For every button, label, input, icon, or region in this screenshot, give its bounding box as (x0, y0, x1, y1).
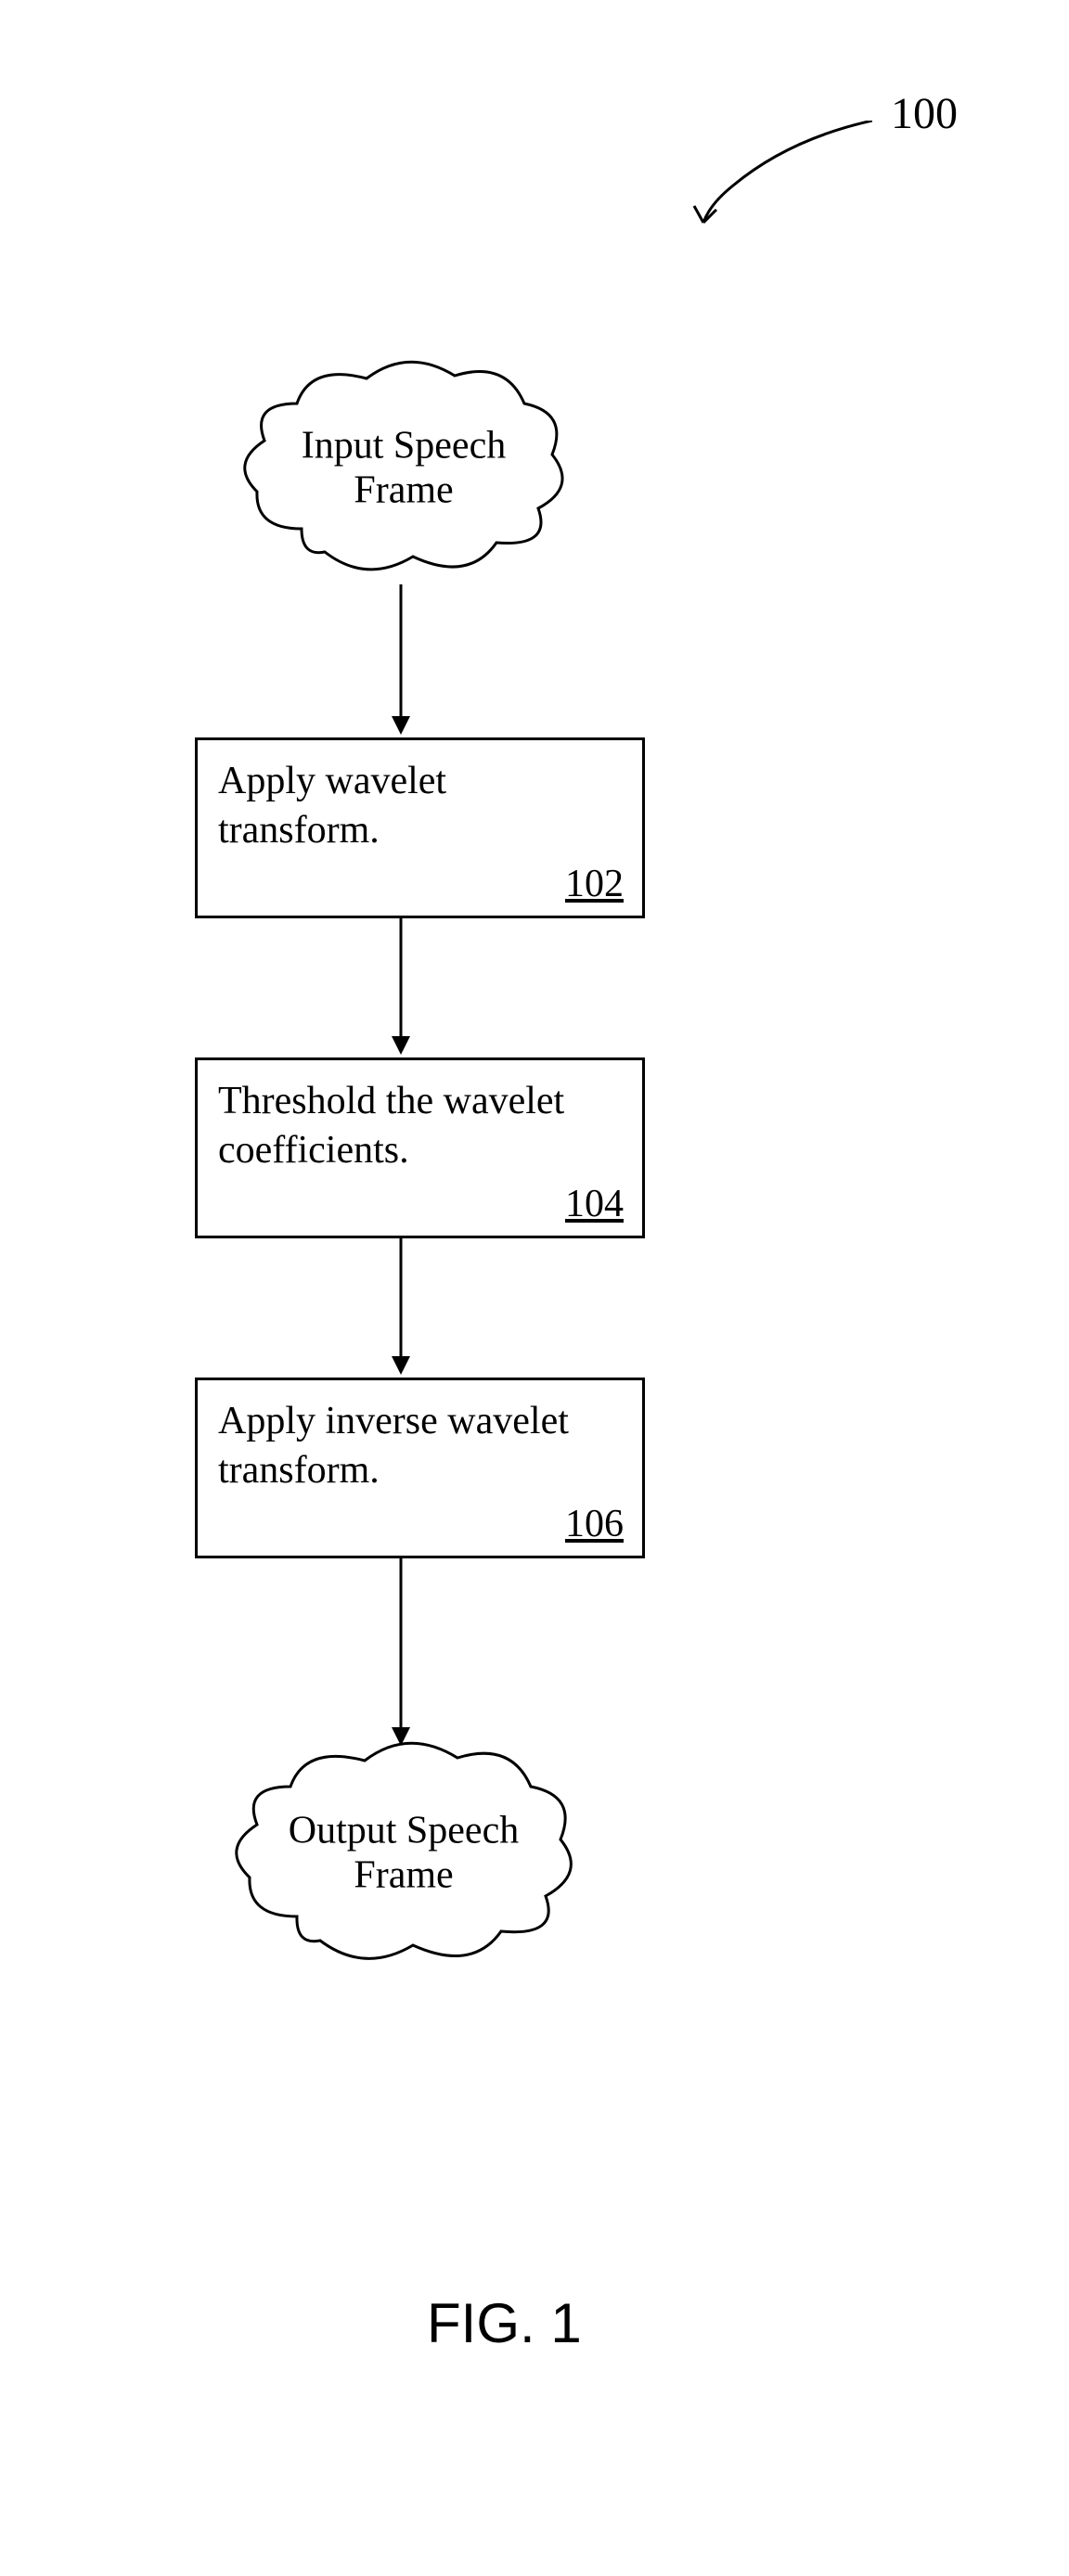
step3-line2: transform. (218, 1449, 380, 1492)
step1-box: Apply wavelet transform. 102 (195, 737, 645, 918)
step1-line1: Apply wavelet (218, 760, 446, 802)
figure-container: 100 Input Speech Frame Apply wavelet tra… (0, 0, 1069, 2576)
arrow-step3-to-output (382, 1558, 419, 1749)
output-cloud-line1: Output Speech (289, 1810, 519, 1852)
output-cloud-text: Output Speech Frame (227, 1809, 580, 1899)
step3-box: Apply inverse wavelet transform. 106 (195, 1378, 645, 1558)
step2-text: Threshold the wavelet coefficients. (218, 1077, 622, 1174)
figure-caption: FIG. 1 (427, 2291, 582, 2355)
step2-line2: coefficients. (218, 1129, 409, 1172)
arrow-step2-to-step3 (382, 1238, 419, 1378)
step1-ref: 102 (565, 862, 624, 906)
input-cloud-text: Input Speech Frame (237, 424, 571, 514)
step2-box: Threshold the wavelet coefficients. 104 (195, 1057, 645, 1238)
input-cloud-line1: Input Speech (302, 425, 506, 468)
figure-ref-arc (687, 121, 872, 232)
arrow-step1-to-step2 (382, 918, 419, 1057)
step3-text: Apply inverse wavelet transform. (218, 1397, 622, 1494)
step2-ref: 104 (565, 1182, 624, 1226)
step3-ref: 106 (565, 1502, 624, 1546)
step2-line1: Threshold the wavelet (218, 1080, 564, 1122)
figure-ref-label: 100 (891, 88, 958, 139)
input-cloud: Input Speech Frame (237, 352, 571, 584)
step1-text: Apply wavelet transform. (218, 757, 622, 854)
output-cloud: Output Speech Frame (227, 1733, 580, 1974)
step1-line2: transform. (218, 809, 380, 852)
output-cloud-line2: Frame (354, 1854, 453, 1897)
input-cloud-line2: Frame (354, 469, 453, 512)
step3-line1: Apply inverse wavelet (218, 1400, 569, 1442)
arrow-input-to-step1 (382, 584, 419, 737)
